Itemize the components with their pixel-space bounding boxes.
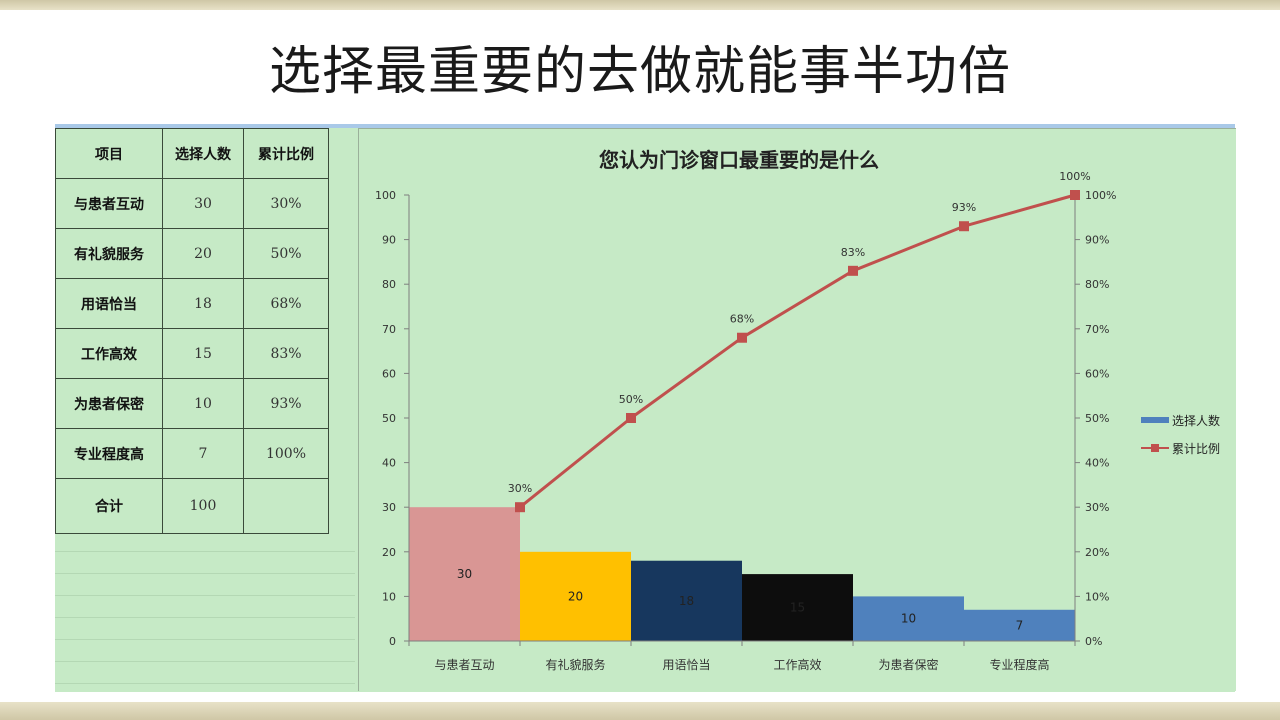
bar: [409, 507, 520, 641]
sheet-header-strip: [55, 124, 1235, 128]
table-header-row: 项目 选择人数 累计比例: [55, 128, 329, 179]
table-row: 用语恰当 18 68%: [55, 278, 329, 329]
cumulative-line: [519, 193, 1076, 509]
bar-value-label: 15: [790, 601, 805, 615]
table-row: 与患者互动 30 30%: [55, 178, 329, 229]
table-cell: 有礼貌服务: [55, 228, 163, 279]
legend-line-label: 累计比例: [1172, 442, 1220, 456]
bar: [742, 574, 853, 641]
right-tick-label: 60%: [1085, 367, 1109, 380]
total-value-cell: 100: [162, 478, 244, 534]
table-row: 工作高效 15 83%: [55, 328, 329, 379]
left-tick-label: 30: [382, 501, 396, 514]
table-cell: 10: [162, 378, 244, 429]
table-cell: 93%: [243, 378, 329, 429]
left-tick-label: 60: [382, 367, 396, 380]
table-cell: 50%: [243, 228, 329, 279]
total-empty-cell: [243, 478, 329, 534]
empty-grid-rows: [55, 530, 355, 692]
chart-title: 您认为门诊窗口最重要的是什么: [599, 148, 879, 172]
cumulative-label: 68%: [730, 313, 754, 326]
cumulative-marker: [737, 332, 747, 343]
table-row: 有礼貌服务 20 50%: [55, 228, 329, 279]
table-cell: 18: [162, 278, 244, 329]
bar: [964, 609, 1075, 641]
top-decor-band: [0, 0, 1280, 10]
left-tick-label: 70: [382, 323, 396, 336]
bar-value-label: 20: [568, 589, 583, 603]
cumulative-marker: [626, 413, 636, 423]
table-row: 专业程度高 7 100%: [55, 428, 329, 479]
chart-area: 您认为门诊窗口最重要的是什么 30 20 18 15 10 7 0 10 20 30 40 50 60 7…: [358, 128, 1236, 691]
cumulative-label: 83%: [841, 246, 865, 259]
slide-title: 选择最重要的去做就能事半功倍: [268, 42, 1011, 102]
x-tick-label: 与患者互动: [434, 658, 494, 672]
table-cell: 与患者互动: [55, 178, 163, 229]
cumulative-label: 50%: [619, 393, 643, 406]
table-cell: 20: [162, 228, 244, 279]
x-tick-label: 专业程度高: [989, 657, 1049, 672]
left-tick-label: 80: [382, 278, 396, 291]
cumulative-label: 100%: [1059, 170, 1090, 183]
cumulative-marker: [959, 221, 969, 232]
right-tick-label: 90%: [1085, 234, 1109, 247]
x-tick-label: 为患者保密: [878, 657, 938, 672]
table-cell: 83%: [243, 328, 329, 379]
bottom-decor-band: [0, 702, 1280, 720]
left-tick-label: 20: [382, 546, 396, 559]
bar-value-label: 18: [679, 594, 694, 608]
right-tick-label: 0%: [1085, 635, 1102, 648]
left-tick-label: 0: [389, 635, 396, 648]
table-cell: 用语恰当: [55, 278, 163, 329]
left-tick-label: 90: [382, 234, 396, 247]
header-cell: 累计比例: [243, 128, 329, 179]
table-cell: 为患者保密: [55, 378, 163, 429]
bar: [631, 560, 742, 641]
table-cell: 7: [162, 428, 244, 479]
total-label-cell: 合计: [55, 478, 163, 534]
right-tick-label: 40%: [1085, 457, 1109, 470]
header-cell: 项目: [55, 128, 163, 179]
table-cell: 30%: [243, 178, 329, 229]
cumulative-marker: [1070, 190, 1080, 200]
cumulative-label: 30%: [508, 482, 532, 495]
left-tick-label: 10: [382, 590, 396, 603]
cumulative-marker: [515, 502, 525, 513]
table-cell: 68%: [243, 278, 329, 329]
legend-bar-swatch: [1141, 417, 1169, 423]
right-tick-label: 100%: [1085, 189, 1116, 202]
right-tick-label: 70%: [1085, 323, 1109, 336]
right-tick-label: 80%: [1085, 278, 1109, 291]
x-tick-label: 有礼貌服务: [545, 657, 605, 672]
table-total-row: 合计 100: [55, 478, 329, 534]
x-tick-label: 用语恰当: [662, 657, 710, 672]
x-tick-label: 工作高效: [773, 657, 821, 672]
legend-line-marker: [1151, 444, 1159, 452]
legend-bar-label: 选择人数: [1172, 413, 1220, 428]
data-table: 项目 选择人数 累计比例 与患者互动 30 30% 有礼貌服务 20 50% 用…: [55, 128, 329, 534]
cumulative-label: 93%: [952, 201, 976, 214]
table-cell: 30: [162, 178, 244, 229]
header-cell: 选择人数: [162, 128, 244, 179]
table-cell: 工作高效: [55, 328, 163, 379]
table-cell: 专业程度高: [55, 428, 163, 479]
table-cell: 100%: [243, 428, 329, 479]
bar-value-label: 7: [1016, 618, 1024, 632]
bar-value-label: 10: [901, 612, 916, 626]
table-cell: 15: [162, 328, 244, 379]
right-tick-label: 30%: [1085, 501, 1109, 514]
bar: [520, 551, 631, 641]
right-tick-label: 50%: [1085, 412, 1109, 425]
bar: [853, 596, 964, 641]
left-tick-label: 100: [375, 189, 396, 202]
table-row: 为患者保密 10 93%: [55, 378, 329, 429]
cumulative-marker: [848, 265, 858, 276]
right-tick-label: 10%: [1085, 590, 1109, 603]
bar-value-label: 30: [457, 567, 472, 581]
right-tick-label: 20%: [1085, 546, 1109, 559]
left-tick-label: 50: [382, 412, 396, 425]
left-tick-label: 40: [382, 457, 396, 470]
